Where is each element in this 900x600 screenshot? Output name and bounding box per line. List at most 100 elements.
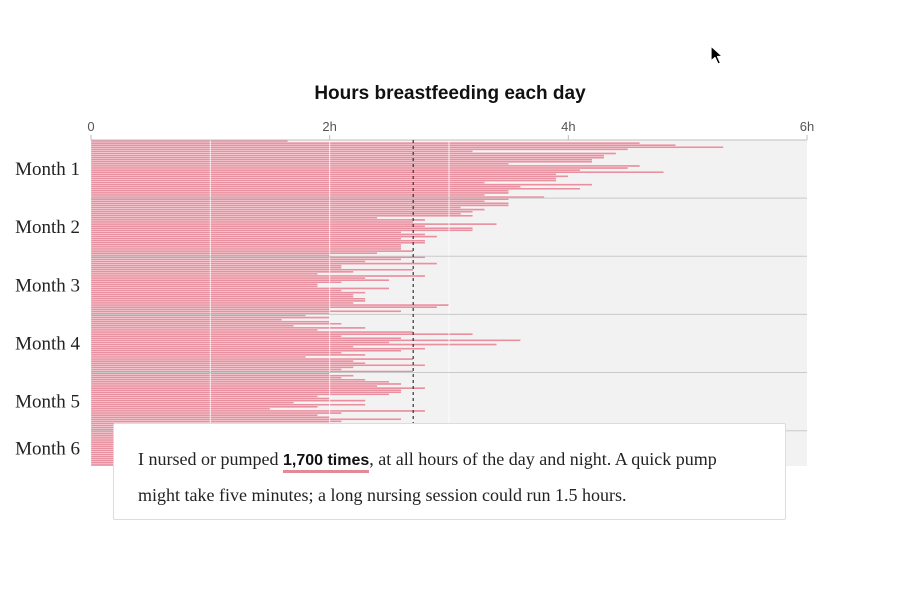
bar	[90, 291, 366, 294]
bar	[90, 216, 378, 220]
month-label: Month 5	[15, 392, 80, 413]
mouse-pointer-icon	[710, 45, 724, 65]
bar	[90, 403, 366, 406]
bar	[90, 237, 402, 240]
bar	[90, 310, 402, 313]
bar	[90, 337, 402, 340]
bar	[90, 378, 366, 382]
bar	[90, 260, 366, 263]
bar	[90, 141, 641, 145]
bar	[90, 193, 485, 197]
bar	[90, 183, 593, 186]
bar	[90, 272, 318, 276]
bar	[90, 418, 402, 421]
bar	[90, 382, 402, 386]
bar	[90, 287, 390, 290]
bar	[90, 202, 509, 205]
bar	[90, 289, 342, 292]
month-label: Month 6	[15, 438, 80, 459]
bar	[90, 322, 342, 325]
bar	[90, 154, 605, 157]
x-tick-label: 2h	[322, 119, 336, 134]
bar	[90, 283, 318, 286]
bar	[90, 328, 318, 332]
bar	[90, 218, 426, 222]
bar	[90, 324, 295, 328]
bar	[90, 386, 426, 390]
bar	[90, 245, 402, 249]
bar	[90, 220, 414, 224]
bar	[90, 399, 366, 402]
bar	[90, 341, 390, 344]
bar	[90, 181, 485, 184]
bar	[90, 258, 402, 261]
bar	[90, 299, 366, 303]
bar	[90, 401, 295, 404]
bar	[90, 208, 485, 211]
bar	[90, 330, 414, 334]
bar	[90, 164, 641, 168]
bar	[90, 204, 509, 207]
bar	[90, 384, 378, 388]
bar	[90, 162, 509, 166]
bar	[90, 264, 342, 267]
bar	[90, 391, 402, 394]
bar	[90, 229, 474, 232]
bar	[90, 158, 593, 161]
x-tick-label: 0	[87, 119, 94, 134]
bar	[90, 148, 629, 151]
bar	[90, 285, 318, 288]
bar	[90, 318, 283, 321]
bar	[90, 281, 342, 284]
bar	[90, 388, 402, 392]
bar	[90, 339, 521, 342]
bar	[90, 270, 354, 274]
month-label: Month 1	[15, 159, 80, 180]
bar	[90, 189, 509, 193]
bar	[90, 187, 581, 191]
bar	[90, 173, 557, 176]
bar	[90, 405, 318, 409]
bar	[90, 227, 474, 230]
bar	[90, 268, 414, 271]
callout-text-after: , at all hours of the day and night. A q…	[138, 449, 717, 505]
bar	[90, 380, 390, 384]
bar	[90, 210, 474, 213]
bar	[90, 393, 390, 396]
bar	[90, 376, 342, 379]
bar	[90, 191, 509, 195]
bar	[90, 411, 342, 415]
x-tick-label: 4h	[561, 119, 575, 134]
bar	[90, 374, 354, 377]
bar	[90, 351, 342, 355]
bar	[90, 301, 354, 305]
bar	[90, 150, 474, 153]
bar	[90, 353, 366, 357]
bar	[90, 249, 414, 253]
month-label: Month 4	[15, 334, 80, 355]
bar	[90, 276, 366, 280]
bar	[90, 233, 426, 236]
bar	[90, 251, 378, 255]
bar	[90, 349, 402, 352]
bar	[90, 355, 306, 359]
bar	[90, 152, 617, 155]
bar	[90, 332, 474, 336]
callout-highlight: 1,700 times	[282, 452, 370, 473]
bar	[90, 177, 557, 180]
bar	[90, 343, 497, 346]
bar	[90, 293, 354, 296]
bar	[90, 222, 497, 226]
bar	[90, 357, 414, 361]
bar	[90, 364, 426, 367]
bar	[90, 143, 676, 147]
bar	[90, 185, 521, 188]
callout-text-before: I nursed or pumped	[138, 449, 283, 469]
bar	[90, 409, 426, 413]
bar	[90, 224, 426, 228]
bar	[90, 345, 354, 348]
bar	[90, 366, 354, 369]
bar	[90, 274, 426, 278]
month-label: Month 3	[15, 275, 80, 296]
bar	[90, 262, 438, 265]
